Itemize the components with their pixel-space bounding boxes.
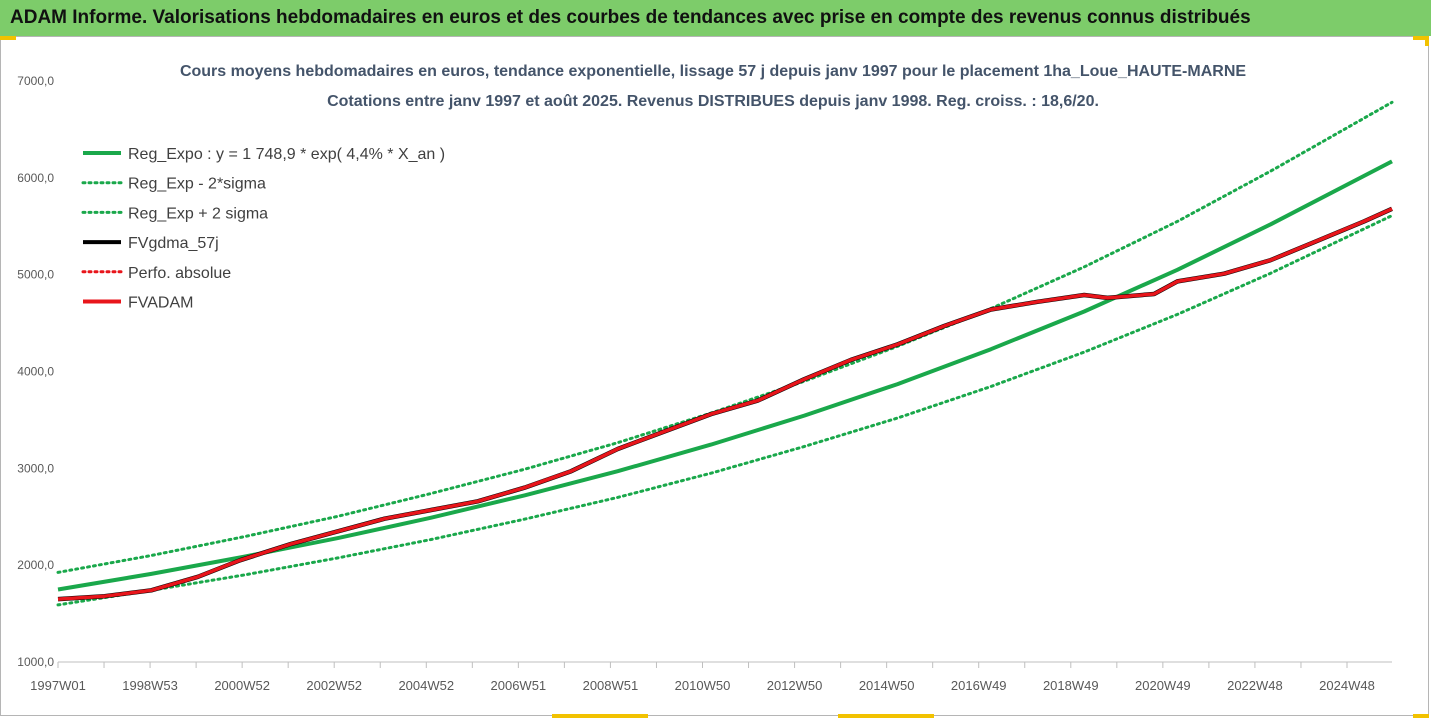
x-tick-label: 2004W52 — [398, 678, 454, 693]
bottom-marker-right — [1413, 714, 1429, 718]
legend-label: FVgdma_57j — [128, 235, 219, 252]
y-tick-label: 3000,0 — [17, 461, 54, 475]
series-line-3 — [57, 206, 1393, 602]
y-tick-label: 6000,0 — [17, 171, 54, 185]
x-tick-label: 2020W49 — [1135, 678, 1191, 693]
y-axis-ticks: 1000,0 2000,0 3000,0 4000,0 5000,0 6000,0 7000… — [17, 74, 54, 669]
legend-label: Reg_Expo : y = 1 748,9 * exp( 4,4% * X_a… — [128, 146, 445, 163]
y-tick-label: 5000,0 — [17, 268, 54, 282]
x-tick-label: 2002W52 — [306, 678, 362, 693]
legend-label: Reg_Exp + 2 sigma — [128, 205, 268, 222]
series-line-0 — [57, 159, 1393, 592]
series-line-2 — [56, 100, 1394, 574]
x-tick-label: 2012W50 — [767, 678, 823, 693]
legend-label: Reg_Exp - 2*sigma — [128, 176, 266, 193]
legend-label: FVADAM — [128, 295, 193, 312]
x-tick-label: 2006W51 — [491, 678, 547, 693]
bottom-marker-2 — [838, 714, 934, 718]
bottom-marker-1 — [552, 714, 648, 718]
series-lines — [56, 100, 1394, 607]
chart-legend: Reg_Expo : y = 1 748,9 * exp( 4,4% * X_a… — [81, 146, 445, 312]
x-axis-ticks: 1997W01 1998W53 2000W52 2002W52 2004W52 2006W… — [30, 662, 1375, 693]
legend-label: Perfo. absolue — [128, 265, 231, 282]
series-line-1 — [56, 214, 1394, 607]
x-tick-label: 1998W53 — [122, 678, 178, 693]
x-tick-label: 2010W50 — [675, 678, 731, 693]
y-tick-label: 2000,0 — [17, 558, 54, 572]
x-tick-label: 2016W49 — [951, 678, 1007, 693]
x-tick-label: 2008W51 — [583, 678, 639, 693]
corner-marker-right — [1413, 36, 1429, 40]
x-tick-label: 2024W48 — [1319, 678, 1375, 693]
report-banner: ADAM Informe. Valorisations hebdomadaire… — [0, 0, 1431, 36]
chart-title-line2: Cotations entre janv 1997 et août 2025. … — [327, 93, 1099, 110]
banner-title: ADAM Informe. Valorisations hebdomadaire… — [10, 7, 1251, 28]
corner-marker-right-side — [1425, 36, 1429, 46]
x-tick-label: 2018W49 — [1043, 678, 1099, 693]
chart-frame — [0, 36, 1429, 716]
series-line-5 — [57, 207, 1393, 601]
corner-marker-left — [0, 36, 16, 40]
y-tick-label: 1000,0 — [17, 655, 54, 669]
y-tick-label: 4000,0 — [17, 365, 54, 379]
x-tick-label: 1997W01 — [30, 678, 86, 693]
y-tick-label: 7000,0 — [17, 74, 54, 88]
x-tick-label: 2022W48 — [1227, 678, 1283, 693]
x-tick-label: 2014W50 — [859, 678, 915, 693]
chart-title-line1: Cours moyens hebdomadaires en euros, ten… — [180, 63, 1246, 80]
x-tick-label: 2000W52 — [214, 678, 270, 693]
